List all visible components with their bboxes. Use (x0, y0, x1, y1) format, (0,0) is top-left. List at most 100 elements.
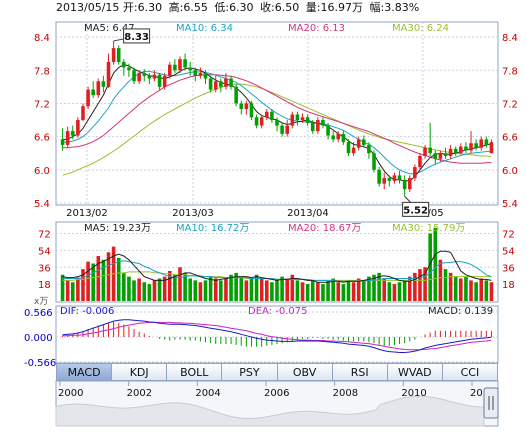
quote-open: 6.30 (138, 1, 163, 14)
volume-bar (438, 259, 443, 301)
volume-tick-right: 72 (502, 230, 515, 241)
macd-legend-entry: MACD: 0.139 (428, 306, 493, 317)
volume-bar (367, 276, 371, 301)
candle-body (484, 139, 489, 145)
volume-tick-right: 36 (502, 263, 515, 274)
tab-macd[interactable]: MACD (57, 364, 113, 380)
timeline-handle[interactable] (483, 387, 499, 419)
quote-change: 3.83% (384, 1, 419, 14)
candle-body (213, 81, 218, 90)
candle-body (351, 147, 356, 154)
candle-body (275, 120, 279, 126)
macd-tick-left: 0.566 (24, 308, 53, 319)
volume-bar (459, 278, 463, 301)
quote-close: 6.50 (275, 1, 300, 14)
price-legend-entry: MA5: 6.47 (84, 23, 135, 34)
volume-bar (76, 277, 80, 301)
price-panel-frame (55, 21, 499, 206)
candle-body (285, 125, 289, 134)
volume-bar (106, 252, 111, 301)
volume-bar (407, 276, 412, 301)
quote-date: 2013/05/15 (56, 1, 119, 14)
volume-bar (60, 274, 65, 301)
volume-bar (254, 274, 259, 301)
price-tick-left: 7.8 (34, 66, 50, 77)
candle-body (382, 178, 387, 184)
volume-bar (142, 282, 147, 301)
date-tick-label: 2013/02 (66, 208, 108, 219)
tab-cci[interactable]: CCI (442, 364, 497, 380)
price-tick-right: 7.8 (502, 66, 518, 77)
high-marker-label: 8.33 (124, 32, 149, 43)
volume-bar (351, 282, 356, 301)
tab-psy[interactable]: PSY (222, 364, 278, 380)
candle-body (300, 117, 305, 121)
candle-body (106, 61, 111, 87)
volume-bar (167, 271, 172, 301)
tab-rsi[interactable]: RSI (332, 364, 388, 380)
volume-bar (81, 269, 85, 301)
tab-kdj[interactable]: KDJ (112, 364, 168, 380)
candle-body (122, 61, 126, 68)
volume-bar (479, 278, 484, 301)
candle-body (219, 81, 223, 87)
tab-wvad[interactable]: WVAD (387, 364, 443, 380)
volume-bar (336, 282, 341, 301)
macd-lines (62, 319, 492, 353)
volume-bar (265, 280, 269, 301)
volume-bar (91, 263, 95, 301)
candle-body (489, 142, 494, 154)
vol-ma5-line (62, 250, 492, 283)
tab-obv[interactable]: OBV (277, 364, 333, 380)
timeline-year-label: 2000 (58, 388, 83, 399)
volume-bar (300, 282, 305, 301)
volume-bar (305, 284, 310, 301)
volume-bar (127, 276, 131, 301)
date-tick-label: 2013/04 (287, 208, 329, 219)
candle-body (142, 73, 147, 76)
volume-bar (362, 280, 366, 301)
price-legend-entry: MA10: 6.34 (176, 23, 233, 34)
candle-body (254, 117, 259, 126)
quote-header: 2013/05/15 开:6.30 高:6.55 低:6.30 收:6.50 量… (56, 0, 419, 14)
volume-bars (60, 227, 494, 301)
timeline-year-label: 2012 (470, 388, 495, 399)
price-tick-right: 6.0 (502, 166, 518, 177)
price-legend: MA5: 6.47 MA10: 6.34 MA20: 6.13 MA30: 6.24 (84, 23, 449, 34)
volume-bar (448, 272, 453, 301)
volume-bar (208, 276, 213, 301)
volume-bar (270, 282, 274, 301)
candle-body (178, 59, 182, 71)
candle-body (208, 78, 213, 90)
volume-bar (382, 278, 387, 301)
volume-bar (428, 233, 432, 301)
volume-bar (321, 284, 325, 301)
candle-body (152, 74, 157, 79)
candle-body (346, 142, 351, 154)
candle-body (280, 125, 284, 134)
candle-body (356, 139, 361, 148)
tab-boll[interactable]: BOLL (167, 364, 223, 380)
timeline-history-area (55, 395, 485, 427)
price-tick-left: 8.4 (34, 33, 50, 44)
candle-body (372, 153, 376, 170)
volume-bar (101, 259, 106, 301)
candle-body (448, 148, 453, 156)
volume-bar (413, 272, 417, 301)
candle-body (224, 78, 228, 87)
indicator-tabs: MACD KDJ BOLL PSY OBV RSI WVAD CCI (56, 363, 498, 381)
candle-body (244, 103, 249, 109)
macd-axis-ticks: 0.566 0.000 -0.566 (24, 308, 56, 369)
volume-bar (259, 278, 264, 301)
timeline-year-label: 2002 (127, 388, 152, 399)
candle-body (76, 120, 80, 136)
price-tick-right: 5.4 (502, 199, 518, 210)
candle-body (127, 67, 131, 71)
price-tick-right: 6.6 (502, 133, 518, 144)
candle-body (438, 153, 443, 159)
candle-body (60, 139, 65, 145)
volume-bar (203, 280, 208, 301)
